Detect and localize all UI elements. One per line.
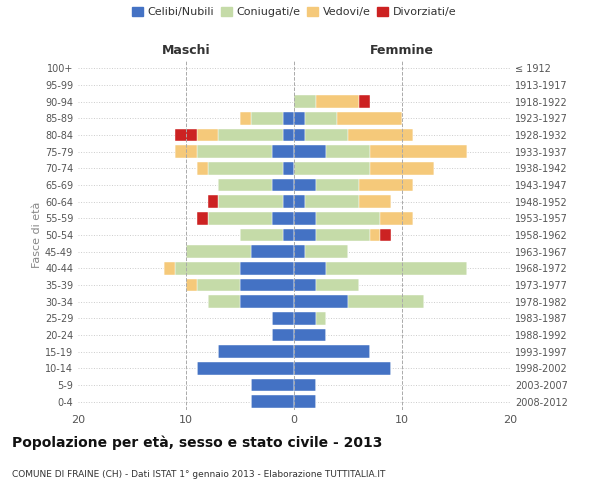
Bar [164,262,175,274]
Bar [305,112,337,124]
Bar [197,146,272,158]
Bar [337,112,402,124]
Bar [283,112,294,124]
Bar [283,196,294,208]
Bar [186,246,251,258]
Bar [294,329,326,341]
Bar [359,96,370,108]
Bar [251,112,283,124]
Bar [208,196,218,208]
Bar [359,196,391,208]
Bar [218,129,283,141]
Bar [326,146,370,158]
Bar [359,179,413,192]
Bar [294,229,316,241]
Bar [197,212,208,224]
Bar [208,212,272,224]
Bar [240,229,283,241]
Bar [251,246,294,258]
Text: Popolazione per età, sesso e stato civile - 2013: Popolazione per età, sesso e stato civil… [12,435,382,450]
Bar [283,229,294,241]
Bar [186,279,197,291]
Bar [240,112,251,124]
Bar [240,296,294,308]
Bar [283,162,294,174]
Bar [294,146,326,158]
Bar [197,129,218,141]
Bar [294,162,370,174]
Bar [208,162,283,174]
Bar [316,96,359,108]
Bar [305,246,348,258]
Bar [251,379,294,391]
Bar [316,212,380,224]
Bar [305,129,348,141]
Bar [370,229,380,241]
Bar [370,146,467,158]
Bar [294,212,316,224]
Bar [197,279,240,291]
Bar [294,112,305,124]
Bar [294,362,391,374]
Bar [175,146,197,158]
Bar [294,379,316,391]
Bar [294,312,316,324]
Bar [218,196,283,208]
Text: Maschi: Maschi [161,44,211,57]
Text: Femmine: Femmine [370,44,434,57]
Bar [348,129,413,141]
Bar [294,296,348,308]
Text: COMUNE DI FRAINE (CH) - Dati ISTAT 1° gennaio 2013 - Elaborazione TUTTITALIA.IT: COMUNE DI FRAINE (CH) - Dati ISTAT 1° ge… [12,470,385,479]
Bar [283,129,294,141]
Bar [208,296,240,308]
Bar [316,279,359,291]
Bar [240,262,294,274]
Bar [251,396,294,408]
Bar [294,96,316,108]
Bar [272,179,294,192]
Y-axis label: Fasce di età: Fasce di età [32,202,42,268]
Bar [316,179,359,192]
Bar [272,146,294,158]
Bar [294,346,370,358]
Bar [380,212,413,224]
Legend: Celibi/Nubili, Coniugati/e, Vedovi/e, Divorziati/e: Celibi/Nubili, Coniugati/e, Vedovi/e, Di… [127,2,461,22]
Bar [197,362,294,374]
Bar [197,162,208,174]
Bar [294,279,316,291]
Bar [175,262,240,274]
Bar [218,346,294,358]
Bar [272,212,294,224]
Bar [348,296,424,308]
Bar [316,229,370,241]
Bar [218,179,272,192]
Bar [294,129,305,141]
Bar [294,396,316,408]
Bar [294,179,316,192]
Bar [272,312,294,324]
Bar [272,329,294,341]
Bar [294,262,326,274]
Bar [240,279,294,291]
Bar [294,196,305,208]
Bar [316,312,326,324]
Bar [370,162,434,174]
Bar [305,196,359,208]
Bar [175,129,197,141]
Bar [380,229,391,241]
Bar [294,246,305,258]
Bar [326,262,467,274]
